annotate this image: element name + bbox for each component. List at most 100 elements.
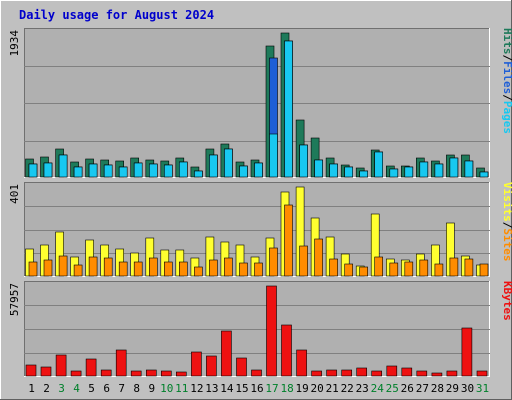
bar-sites-day-5 <box>88 256 98 277</box>
x-tick-day-24: 24 <box>371 382 385 395</box>
x-tick-day-26: 26 <box>401 382 414 395</box>
bar-kbytes-day-8 <box>130 370 142 377</box>
legend-kbytes: KBytes <box>501 281 512 321</box>
legend-label-kbytes: KBytes <box>501 281 512 321</box>
bar-sites-day-26 <box>404 261 414 277</box>
bar-kbytes-day-24 <box>371 370 383 377</box>
x-tick-day-4: 4 <box>73 382 80 395</box>
bar-sites-day-22 <box>344 263 354 277</box>
bar-sites-day-2 <box>43 259 53 277</box>
bar-kbytes-day-1 <box>25 364 37 377</box>
bar-kbytes-day-7 <box>115 349 127 377</box>
x-tick-day-29: 29 <box>446 382 459 395</box>
bar-kbytes-day-31 <box>476 370 488 377</box>
bar-pages-day-1 <box>28 163 38 178</box>
bar-kbytes-day-29 <box>446 370 458 377</box>
bar-sites-day-25 <box>389 262 399 277</box>
bar-pages-day-22 <box>344 166 354 178</box>
bar-pages-day-8 <box>133 162 143 178</box>
legend-label-sites: Sites <box>501 228 512 261</box>
x-tick-day-25: 25 <box>386 382 399 395</box>
legend-label-files: Files <box>501 61 512 94</box>
bar-pages-day-4 <box>73 166 83 178</box>
bar-pages-day-26 <box>404 166 414 178</box>
bar-sites-day-4 <box>73 264 83 277</box>
bar-sites-day-13 <box>209 259 218 277</box>
bar-sites-day-12 <box>194 266 203 277</box>
x-tick-day-15: 15 <box>235 382 248 395</box>
bar-sites-day-1 <box>28 261 38 277</box>
x-tick-day-21: 21 <box>326 382 339 395</box>
x-tick-day-20: 20 <box>310 382 323 395</box>
y-max-label: 57957 <box>8 283 21 316</box>
bar-kbytes-day-18 <box>281 324 292 377</box>
bar-pages-day-2 <box>43 162 53 178</box>
bar-pages-day-3 <box>58 154 68 178</box>
series-pages <box>28 40 489 178</box>
bar-sites-day-17 <box>269 247 278 277</box>
bar-pages-day-24 <box>374 151 384 178</box>
x-tick-day-5: 5 <box>88 382 95 395</box>
bar-kbytes-day-23 <box>356 367 368 377</box>
bar-kbytes-day-26 <box>401 367 413 377</box>
bar-kbytes-day-19 <box>296 349 307 377</box>
bar-sites-day-16 <box>254 262 263 277</box>
x-tick-day-30: 30 <box>461 382 474 395</box>
x-tick-day-6: 6 <box>103 382 110 395</box>
panel-hits-files-pages: 1934 Hits/Files/Pages <box>8 28 512 178</box>
bar-sites-day-15 <box>239 262 248 277</box>
x-tick-day-14: 14 <box>220 382 234 395</box>
bar-sites-day-27 <box>419 259 429 277</box>
bar-sites-day-9 <box>149 257 158 277</box>
bar-sites-day-11 <box>179 261 188 277</box>
x-tick-day-17: 17 <box>265 382 278 395</box>
chart-panels: 1934Hits/Files/Pages401Visits/Sites57957… <box>8 28 512 377</box>
bar-sites-day-6 <box>103 257 113 277</box>
x-tick-day-19: 19 <box>295 382 308 395</box>
y-max-label: 1934 <box>8 30 21 57</box>
bar-pages-day-23 <box>359 170 369 178</box>
bar-pages-day-29 <box>449 157 459 178</box>
bar-pages-day-30 <box>464 160 474 178</box>
bar-sites-day-7 <box>118 261 128 277</box>
panel-kbytes: 57957 KBytes <box>8 281 512 377</box>
bar-kbytes-day-20 <box>311 370 322 377</box>
bar-kbytes-day-15 <box>236 357 247 377</box>
bar-kbytes-day-13 <box>206 355 217 377</box>
bar-kbytes-day-21 <box>326 369 337 377</box>
bar-pages-day-14 <box>224 148 233 178</box>
x-tick-day-28: 28 <box>431 382 444 395</box>
bar-pages-day-31 <box>479 171 489 178</box>
bar-sites-day-21 <box>329 258 338 277</box>
bar-kbytes-day-2 <box>40 366 52 377</box>
x-tick-day-23: 23 <box>356 382 369 395</box>
bar-sites-day-24 <box>374 256 384 277</box>
bar-sites-day-8 <box>133 261 143 277</box>
bar-kbytes-day-12 <box>191 351 202 377</box>
bar-pages-day-11 <box>179 161 188 178</box>
bar-pages-day-25 <box>389 168 399 178</box>
bar-sites-day-14 <box>224 257 233 277</box>
series-sites <box>28 204 489 277</box>
bar-kbytes-day-28 <box>431 372 443 377</box>
legend-hits-files-pages: Hits/Files/Pages <box>501 28 512 134</box>
x-tick-day-9: 9 <box>148 382 155 395</box>
bar-pages-day-18 <box>284 40 293 178</box>
bar-kbytes-day-14 <box>221 330 232 377</box>
bar-kbytes-day-6 <box>100 369 112 377</box>
bar-kbytes-day-25 <box>386 365 398 377</box>
y-max-label: 401 <box>8 184 21 204</box>
bar-pages-day-20 <box>314 159 323 178</box>
bar-sites-day-28 <box>434 263 444 277</box>
x-tick-day-11: 11 <box>175 382 188 395</box>
legend-label-pages: Pages <box>501 101 512 134</box>
x-tick-day-18: 18 <box>280 382 293 395</box>
bar-pages-day-5 <box>88 163 98 178</box>
panel-sites-visits: 401 Visits/Sites <box>8 182 512 277</box>
legend-label-sep: / <box>501 222 512 229</box>
bar-sites-day-19 <box>299 245 308 277</box>
bar-kbytes-day-22 <box>341 369 353 377</box>
legend-label-sep: / <box>501 94 512 101</box>
bar-sites-day-18 <box>284 204 293 277</box>
